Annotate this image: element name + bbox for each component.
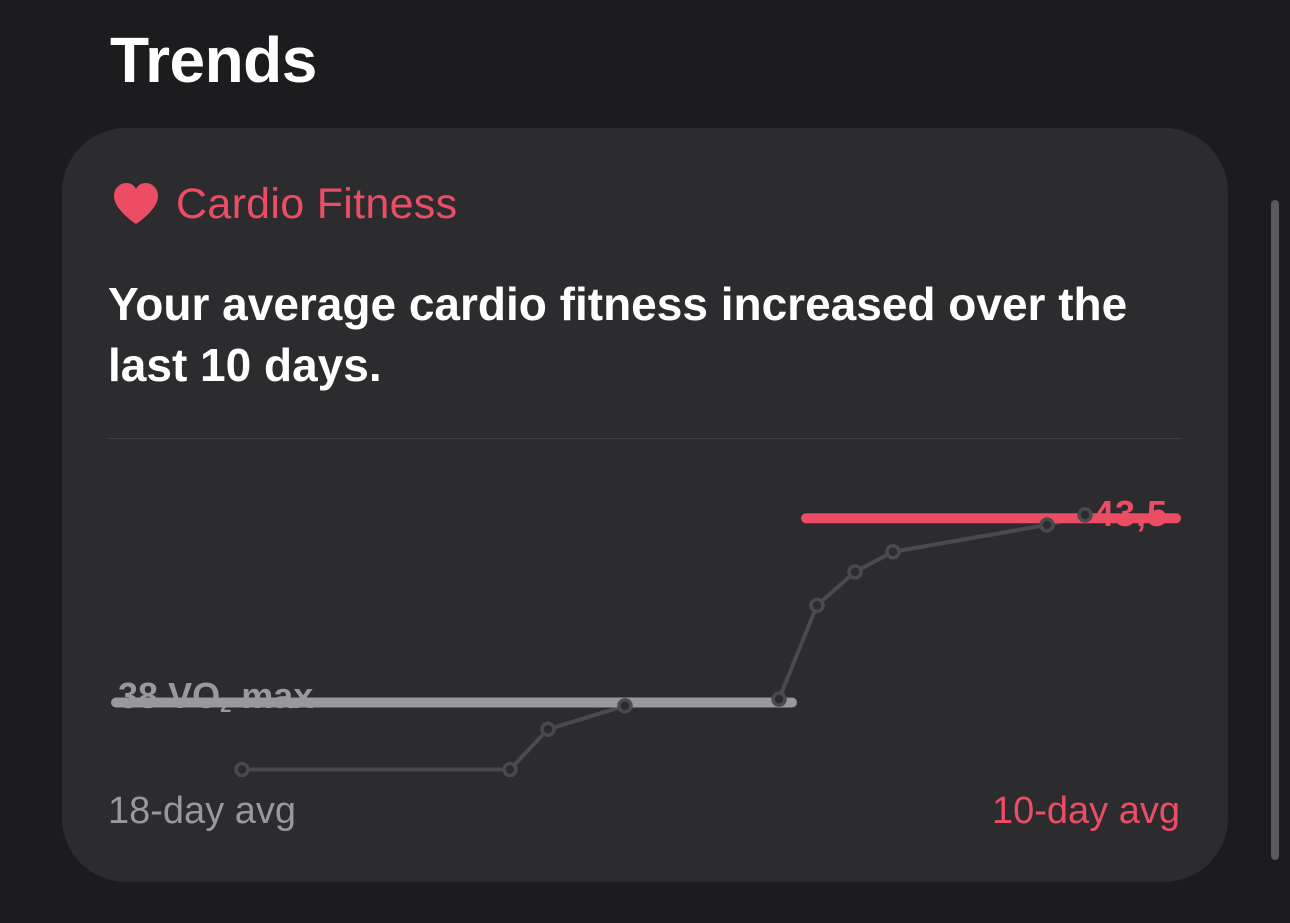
divider <box>108 438 1182 439</box>
data-point <box>1077 507 1093 523</box>
trend-chart <box>111 507 1181 778</box>
baseline-unit: VO2 max <box>168 675 314 717</box>
section-title: Trends <box>110 24 317 96</box>
cardio-fitness-trend-card[interactable]: Cardio Fitness Your average cardio fitne… <box>62 128 1228 882</box>
vertical-scrollbar[interactable] <box>1271 200 1279 860</box>
trend-message: Your average cardio fitness increased ov… <box>108 278 1128 391</box>
data-point <box>1039 517 1055 533</box>
data-point <box>809 597 825 614</box>
data-point <box>847 564 863 580</box>
card-category-label: Cardio Fitness <box>176 179 458 228</box>
current-period-label: 10-day avg <box>991 790 1180 832</box>
series-line-group <box>242 512 1086 772</box>
data-point <box>771 691 787 707</box>
data-point <box>617 698 633 714</box>
heart-icon <box>112 182 160 226</box>
baseline-average-value: 38 VO2 max <box>118 674 313 728</box>
series-line <box>242 512 1086 772</box>
data-point <box>540 721 556 738</box>
series-points-group <box>234 507 1093 778</box>
data-point <box>502 761 518 778</box>
baseline-number: 38 <box>118 675 159 716</box>
current-average-value: 43,5 <box>1093 493 1168 534</box>
data-point <box>234 761 250 778</box>
baseline-period-label: 18-day avg <box>108 790 297 832</box>
data-point <box>885 544 901 560</box>
card-header: Cardio Fitness <box>112 176 457 232</box>
